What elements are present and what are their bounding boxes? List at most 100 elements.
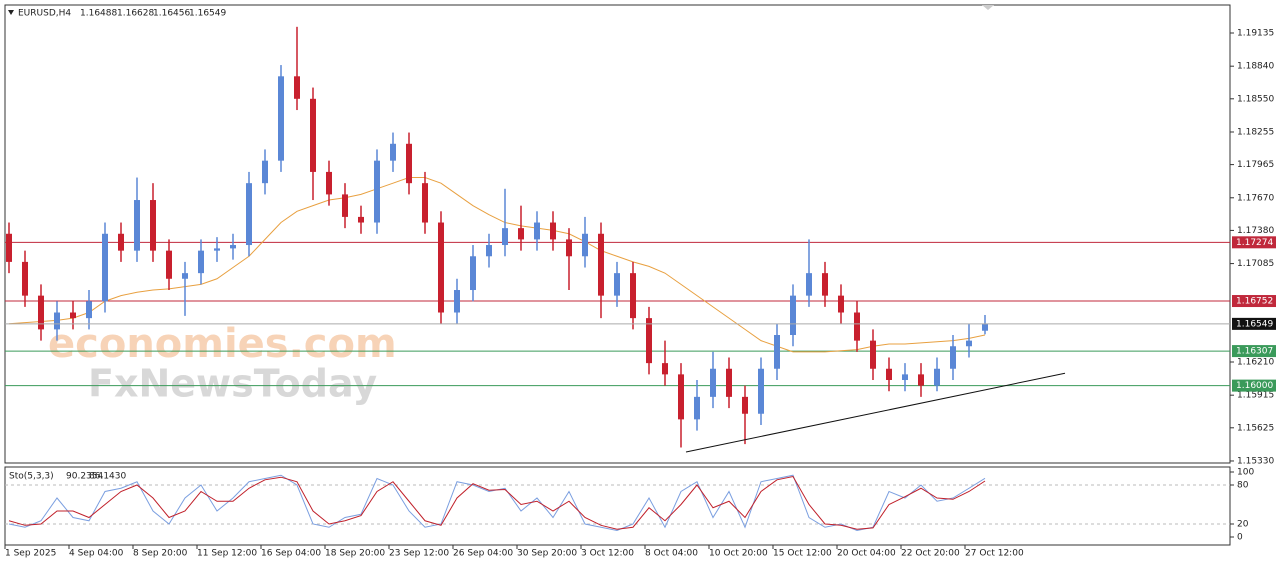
menu-arrow[interactable]: [8, 10, 14, 15]
x-tick-label: 30 Sep 20:00: [517, 549, 577, 559]
current-price-tag: [1232, 317, 1276, 330]
candle-body: [230, 245, 236, 249]
watermark: economies.com: [48, 321, 397, 367]
candle-body: [758, 368, 764, 414]
level-label: 1.16000: [1236, 381, 1273, 391]
level-tag: [1232, 236, 1276, 249]
candle-body: [310, 98, 316, 172]
stochastic-d: 86.1430: [89, 472, 126, 482]
candle-body: [870, 340, 876, 369]
candle-body: [710, 368, 716, 397]
candle-body: [358, 216, 364, 223]
candle-body: [438, 222, 444, 313]
candle-body: [854, 312, 860, 341]
x-tick-label: 4 Sep 04:00: [69, 549, 124, 559]
level-label: 1.17274: [1236, 238, 1273, 248]
candle-body: [630, 273, 636, 319]
stoch-tick-label: 0: [1237, 533, 1243, 543]
y-tick-label: 1.19135: [1237, 29, 1274, 39]
candle-body: [774, 335, 780, 369]
x-tick-label: 22 Oct 20:00: [901, 549, 960, 559]
level-tag: [1232, 345, 1276, 358]
candle-body: [374, 160, 380, 223]
candle-body: [614, 273, 620, 296]
moving-average: [8, 177, 986, 353]
candle-body: [742, 396, 748, 414]
candle-body: [214, 248, 220, 251]
candle-body: [342, 194, 348, 217]
y-tick-label: 1.18255: [1237, 127, 1274, 137]
candle-body: [470, 256, 476, 291]
candle-body: [182, 273, 188, 279]
candle-body: [486, 245, 492, 257]
trendline: [685, 372, 1066, 453]
ohlc-high: 1.16628: [117, 9, 154, 19]
candle-body: [22, 261, 28, 296]
candle-body: [150, 200, 156, 251]
candle-body: [294, 76, 300, 99]
candle-body: [102, 233, 108, 302]
candle-body: [454, 290, 460, 313]
candle-body: [582, 233, 588, 257]
x-tick-label: 23 Sep 12:00: [389, 549, 449, 559]
y-tick-label: 1.18840: [1237, 62, 1274, 72]
ohlc-low: 1.16456: [153, 9, 190, 19]
x-tick-label: 15 Oct 12:00: [773, 549, 832, 559]
candle-body: [822, 273, 828, 296]
candle-body: [502, 228, 508, 246]
stochastic-k: 90.2354: [66, 472, 103, 482]
ohlc-close: 1.16549: [189, 9, 226, 19]
candle-body: [646, 318, 652, 364]
price-pane: [4, 4, 1231, 464]
stochastic-name: Sto(5,3,3): [9, 472, 54, 482]
candle-body: [726, 368, 732, 397]
candle-body: [566, 239, 572, 257]
y-tick-label: 1.17380: [1237, 226, 1274, 236]
level-tag: [1232, 379, 1276, 392]
candle-body: [70, 312, 76, 319]
candle-body: [422, 183, 428, 223]
candle-body: [806, 273, 812, 296]
stoch-tick-label: 20: [1237, 520, 1249, 530]
candle-body: [966, 340, 972, 347]
x-tick-label: 11 Sep 12:00: [197, 549, 257, 559]
x-tick-label: 3 Oct 12:00: [581, 549, 634, 559]
y-tick-label: 1.16210: [1237, 357, 1274, 367]
x-tick-label: 26 Sep 04:00: [453, 549, 513, 559]
candle-body: [406, 143, 412, 184]
candle-body: [390, 143, 396, 161]
y-tick-label: 1.15330: [1237, 456, 1274, 466]
candle-body: [278, 76, 284, 161]
candle-body: [54, 312, 60, 330]
ohlc-open: 1.16488: [80, 9, 117, 19]
y-tick-label: 1.17085: [1237, 259, 1274, 269]
x-tick-label: 18 Sep 20:00: [325, 549, 385, 559]
level-label: 1.16752: [1236, 297, 1273, 307]
candle-body: [838, 295, 844, 313]
x-tick-label: 10 Oct 20:00: [709, 549, 768, 559]
candle-body: [38, 295, 44, 330]
pane-handle: [982, 5, 994, 10]
y-tick-label: 1.17965: [1237, 160, 1274, 170]
symbol: EURUSD,H4: [18, 9, 71, 19]
y-tick-label: 1.18550: [1237, 94, 1274, 104]
candle-body: [326, 171, 332, 195]
y-tick-label: 1.15625: [1237, 423, 1274, 433]
candle-body: [598, 233, 604, 296]
x-tick-label: 16 Sep 04:00: [261, 549, 321, 559]
candle-body: [918, 374, 924, 386]
candle-body: [534, 222, 540, 240]
watermark: FxNewsToday: [88, 362, 377, 406]
candle-body: [262, 160, 268, 184]
candle-body: [694, 396, 700, 420]
candle-body: [6, 233, 12, 262]
candle-body: [118, 233, 124, 251]
level-tag: [1232, 295, 1276, 308]
candle-body: [166, 250, 172, 279]
candle-body: [662, 363, 668, 375]
candle-body: [550, 222, 556, 240]
candle-body: [134, 200, 140, 251]
candle-body: [886, 368, 892, 380]
y-tick-label: 1.15915: [1237, 391, 1274, 401]
